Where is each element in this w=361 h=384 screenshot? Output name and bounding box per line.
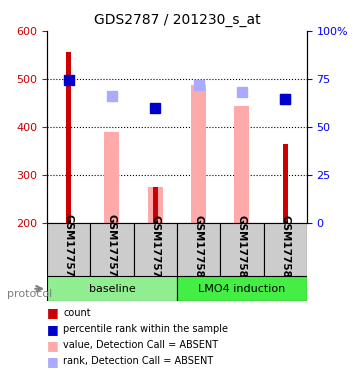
Text: ■: ■ (47, 339, 59, 352)
Bar (234, 106, 249, 223)
FancyBboxPatch shape (90, 223, 134, 276)
FancyBboxPatch shape (220, 223, 264, 276)
Bar (153, 187, 158, 223)
Text: GSM177577: GSM177577 (64, 214, 74, 285)
Text: percentile rank within the sample: percentile rank within the sample (63, 324, 228, 334)
Bar (148, 187, 163, 223)
Text: GSM177581: GSM177581 (237, 215, 247, 285)
Text: ■: ■ (47, 355, 59, 368)
Text: GSM177582: GSM177582 (280, 215, 290, 285)
FancyBboxPatch shape (134, 223, 177, 276)
Title: GDS2787 / 201230_s_at: GDS2787 / 201230_s_at (93, 13, 260, 27)
Text: protocol: protocol (7, 289, 52, 299)
Text: ■: ■ (47, 323, 59, 336)
Text: baseline: baseline (88, 284, 135, 294)
Text: rank, Detection Call = ABSENT: rank, Detection Call = ABSENT (63, 356, 213, 366)
Text: count: count (63, 308, 91, 318)
Bar (191, 85, 206, 223)
Text: GSM177579: GSM177579 (150, 215, 160, 285)
Text: ■: ■ (47, 306, 59, 319)
FancyBboxPatch shape (264, 223, 307, 276)
FancyBboxPatch shape (47, 276, 177, 301)
Text: LMO4 induction: LMO4 induction (198, 284, 286, 294)
Text: GSM177578: GSM177578 (107, 215, 117, 285)
FancyBboxPatch shape (47, 223, 90, 276)
FancyBboxPatch shape (177, 276, 307, 301)
Bar (104, 131, 119, 223)
Text: value, Detection Call = ABSENT: value, Detection Call = ABSENT (63, 340, 218, 350)
Text: GSM177580: GSM177580 (193, 215, 204, 285)
Bar (283, 144, 288, 223)
FancyBboxPatch shape (177, 223, 220, 276)
Bar (66, 52, 71, 223)
